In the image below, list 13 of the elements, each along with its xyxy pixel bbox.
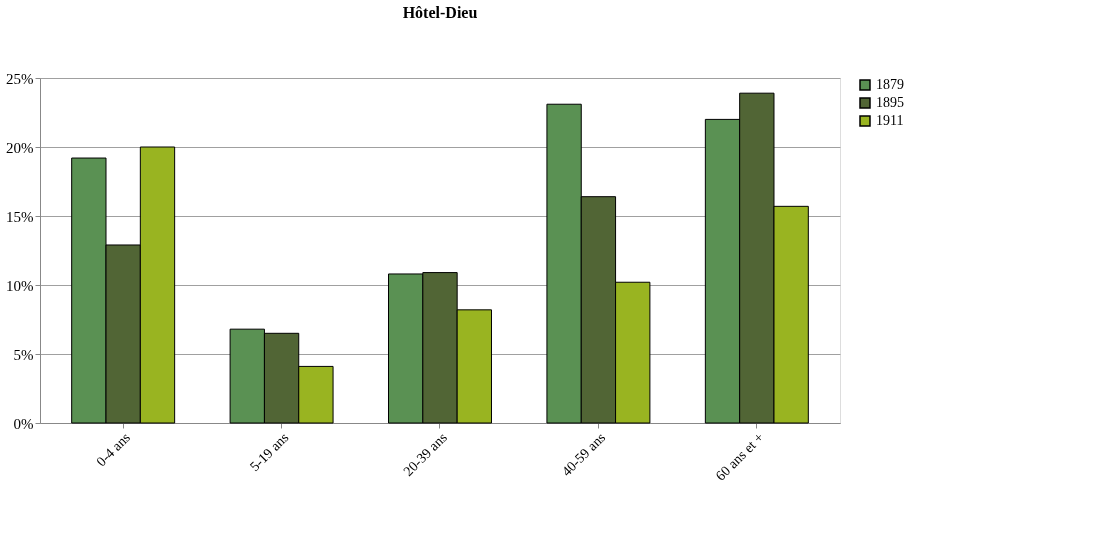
legend-label: 1895	[876, 95, 904, 110]
y-tick-label: 15%	[6, 208, 34, 225]
y-tick-label: 5%	[13, 346, 34, 363]
x-tick-label: 5-19 ans	[247, 429, 292, 475]
x-tick-label: 60 ans et +	[712, 429, 767, 484]
legend-label: 1879	[876, 77, 904, 92]
x-tick-label: 0-4 ans	[93, 429, 134, 470]
y-tick-label: 10%	[6, 277, 34, 294]
y-tick-label: 0%	[13, 415, 34, 432]
legend-label: 1911	[876, 113, 904, 128]
y-tick-label: 20%	[6, 139, 34, 156]
chart-title: Hôtel-Dieu	[402, 4, 478, 21]
y-tick-label: 25%	[6, 70, 34, 87]
